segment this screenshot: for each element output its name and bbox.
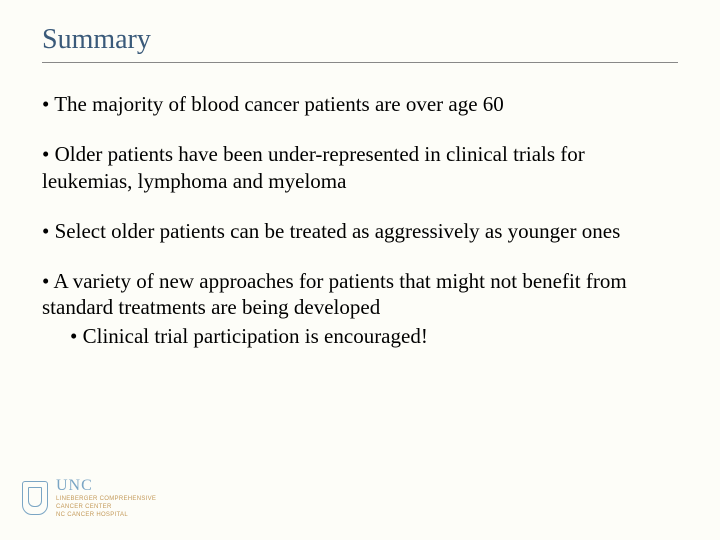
- bullet-item: The majority of blood cancer patients ar…: [42, 91, 678, 117]
- slide: Summary The majority of blood cancer pat…: [0, 0, 720, 540]
- logo-text-block: UNC LINEBERGER COMPREHENSIVE CANCER CENT…: [56, 478, 156, 518]
- unc-crest-icon: [22, 481, 48, 515]
- slide-body: The majority of blood cancer patients ar…: [42, 91, 678, 349]
- logo-unc-label: UNC: [56, 478, 156, 494]
- bullet-text: The majority of blood cancer patients ar…: [42, 92, 504, 116]
- sub-bullet-text: Clinical trial participation is encourag…: [70, 323, 678, 349]
- logo-subline: CANCER CENTER: [56, 504, 156, 510]
- logo-subline: NC CANCER HOSPITAL: [56, 512, 156, 518]
- bullet-item: Older patients have been under-represent…: [42, 141, 678, 194]
- footer-logo: UNC LINEBERGER COMPREHENSIVE CANCER CENT…: [22, 478, 156, 518]
- slide-title: Summary: [42, 24, 678, 63]
- logo-subline: LINEBERGER COMPREHENSIVE: [56, 496, 156, 502]
- bullet-text: A variety of new approaches for patients…: [42, 269, 627, 319]
- bullet-item: Select older patients can be treated as …: [42, 218, 678, 244]
- bullet-text: Older patients have been under-represent…: [42, 142, 585, 192]
- bullet-text: Select older patients can be treated as …: [42, 219, 620, 243]
- bullet-item: A variety of new approaches for patients…: [42, 268, 678, 349]
